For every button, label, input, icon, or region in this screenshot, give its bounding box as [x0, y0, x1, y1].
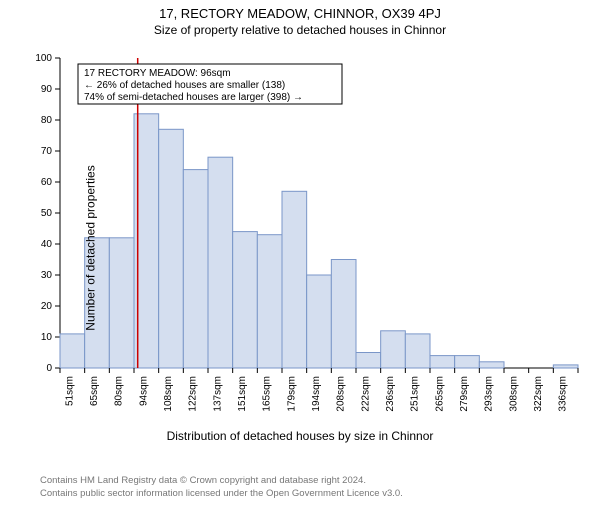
svg-text:236sqm: 236sqm [385, 376, 396, 412]
histogram-bar [60, 334, 85, 368]
histogram-bar [455, 356, 480, 368]
svg-text:322sqm: 322sqm [533, 376, 544, 412]
annotation-line: 17 RECTORY MEADOW: 96sqm [84, 68, 231, 79]
histogram-bar [331, 260, 356, 369]
svg-text:60: 60 [41, 177, 53, 188]
histogram-bar [479, 362, 504, 368]
svg-text:336sqm: 336sqm [558, 376, 569, 412]
histogram-bar [553, 365, 578, 368]
histogram-bar [405, 334, 430, 368]
svg-text:20: 20 [41, 301, 53, 312]
svg-text:40: 40 [41, 239, 53, 250]
y-axis-label: Number of detached properties [84, 165, 98, 330]
histogram-bar [381, 331, 406, 368]
histogram-bar [430, 356, 455, 368]
svg-text:100: 100 [35, 53, 52, 64]
svg-text:90: 90 [41, 84, 53, 95]
svg-text:30: 30 [41, 270, 53, 281]
footer-line-2: Contains public sector information licen… [40, 488, 403, 499]
footer-line-1: Contains HM Land Registry data © Crown c… [40, 475, 366, 486]
histogram-bar [183, 170, 208, 368]
svg-text:51sqm: 51sqm [64, 376, 75, 406]
footer-attribution: Contains HM Land Registry data © Crown c… [40, 475, 403, 500]
histogram-bar [208, 157, 233, 368]
chart-area: Number of detached properties 0 10 20 30 40 5… [0, 48, 600, 448]
annotation-line: ← 26% of detached houses are smaller (13… [84, 80, 285, 91]
svg-text:50: 50 [41, 208, 53, 219]
svg-text:251sqm: 251sqm [410, 376, 421, 412]
svg-text:151sqm: 151sqm [237, 376, 248, 412]
x-axis-label: Distribution of detached houses by size … [0, 429, 600, 443]
svg-text:208sqm: 208sqm [336, 376, 347, 412]
svg-text:94sqm: 94sqm [138, 376, 149, 406]
svg-text:279sqm: 279sqm [459, 376, 470, 412]
histogram-bar [257, 235, 282, 368]
page-subtitle: Size of property relative to detached ho… [0, 23, 600, 37]
histogram-bar [233, 232, 258, 368]
svg-text:308sqm: 308sqm [508, 376, 519, 412]
svg-text:65sqm: 65sqm [89, 376, 100, 406]
histogram-bar [282, 191, 307, 368]
svg-text:179sqm: 179sqm [286, 376, 297, 412]
svg-text:265sqm: 265sqm [434, 376, 445, 412]
annotation-line: 74% of semi-detached houses are larger (… [84, 92, 303, 103]
histogram-bar [356, 353, 381, 369]
svg-text:108sqm: 108sqm [163, 376, 174, 412]
svg-text:0: 0 [46, 363, 52, 374]
svg-text:165sqm: 165sqm [262, 376, 273, 412]
svg-text:194sqm: 194sqm [311, 376, 322, 412]
svg-text:10: 10 [41, 332, 53, 343]
svg-text:122sqm: 122sqm [188, 376, 199, 412]
svg-text:80: 80 [41, 115, 53, 126]
histogram-bar [159, 129, 184, 368]
svg-text:70: 70 [41, 146, 53, 157]
svg-text:222sqm: 222sqm [360, 376, 371, 412]
page-title: 17, RECTORY MEADOW, CHINNOR, OX39 4PJ [0, 6, 600, 21]
svg-text:293sqm: 293sqm [484, 376, 495, 412]
svg-text:137sqm: 137sqm [212, 376, 223, 412]
histogram-bar [307, 275, 332, 368]
histogram-bar [109, 238, 134, 368]
svg-text:80sqm: 80sqm [114, 376, 125, 406]
